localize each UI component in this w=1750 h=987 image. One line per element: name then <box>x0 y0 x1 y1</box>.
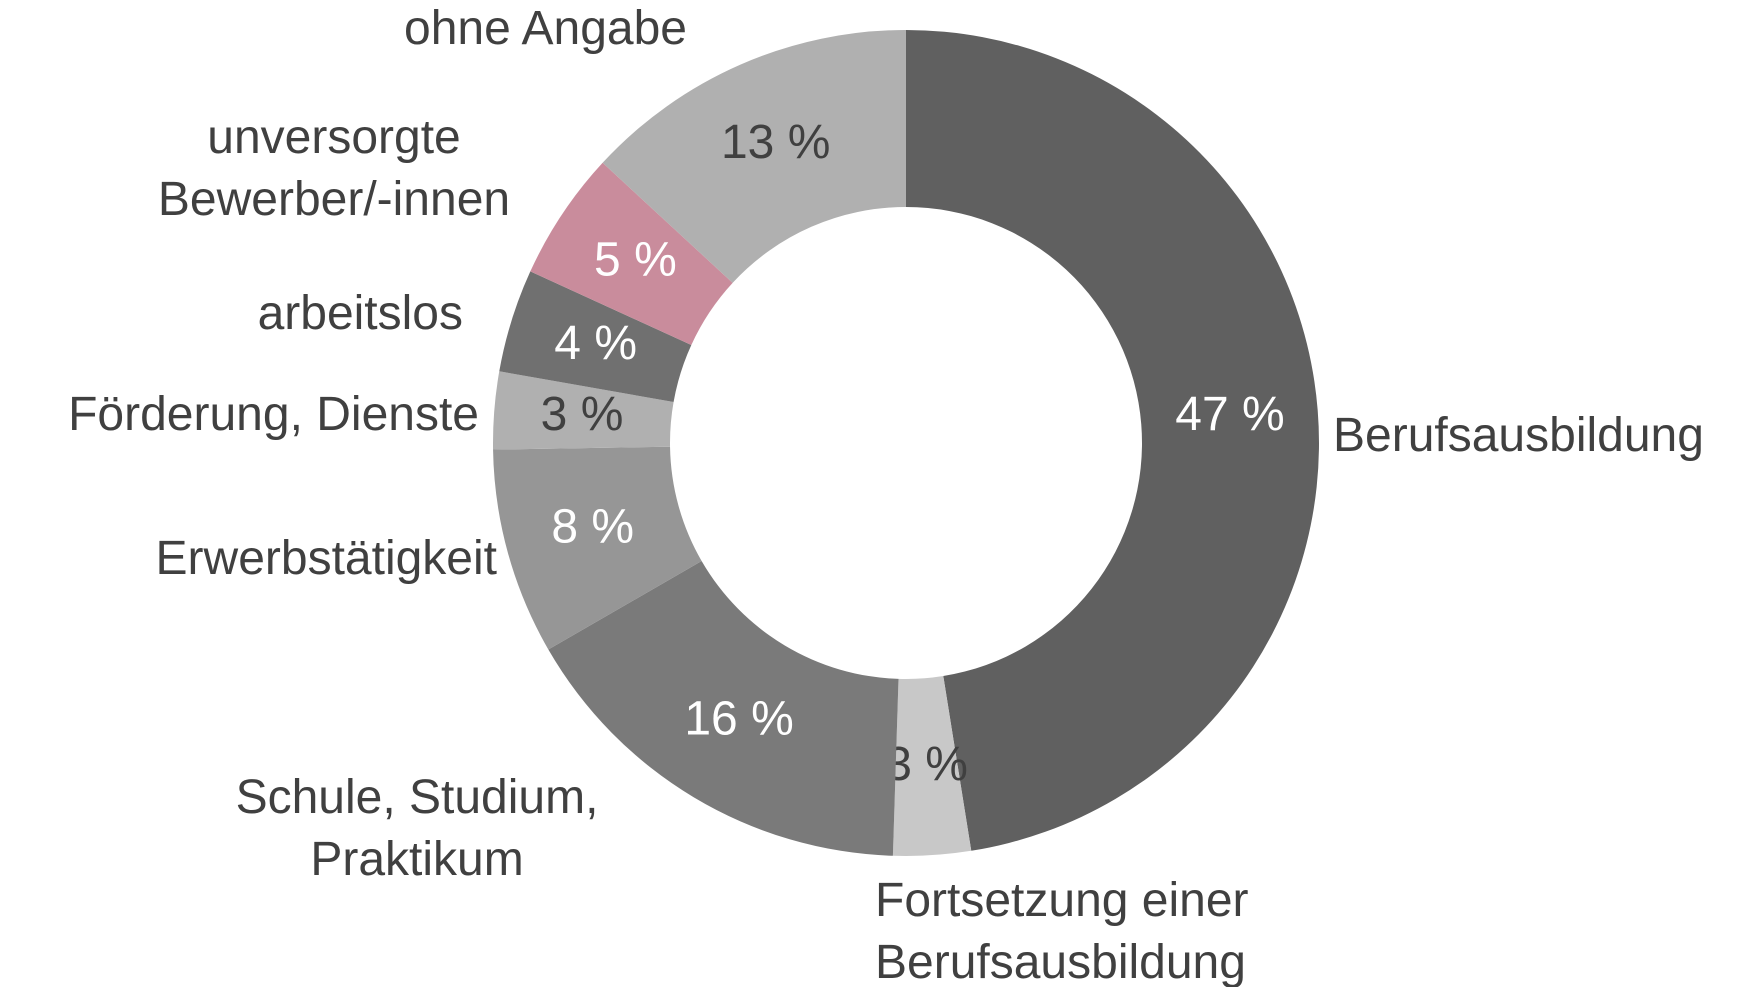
category-label: ohne Angabe <box>404 2 687 55</box>
category-label: arbeitslos <box>258 287 463 340</box>
value-label: 16 % <box>684 693 793 746</box>
donut-segment <box>493 446 702 650</box>
donut-segment <box>492 371 674 450</box>
category-label: Fortsetzung einer Berufsausbildung <box>875 874 1249 987</box>
donut-segment <box>602 30 906 283</box>
donut-segment <box>548 561 899 856</box>
value-label: 5 % <box>594 234 677 287</box>
value-label: 3 % <box>541 388 624 441</box>
donut-segment <box>906 30 1319 851</box>
category-label: Erwerbstätigkeit <box>156 532 497 585</box>
category-label: Schule, Studium, Praktikum <box>236 771 599 886</box>
category-label: Berufsausbildung <box>1333 409 1704 462</box>
donut-segment <box>499 271 692 403</box>
donut-segment <box>530 162 733 345</box>
category-label: Förderung, Dienste <box>68 388 479 441</box>
value-label: 3 % <box>885 738 968 791</box>
value-label: 8 % <box>551 500 634 553</box>
donut-segment <box>892 676 972 856</box>
value-label: 4 % <box>554 317 637 370</box>
value-label: 47 % <box>1175 388 1284 441</box>
value-label: 13 % <box>721 116 830 169</box>
category-label: unversorgte Bewerber/-innen <box>158 111 510 226</box>
